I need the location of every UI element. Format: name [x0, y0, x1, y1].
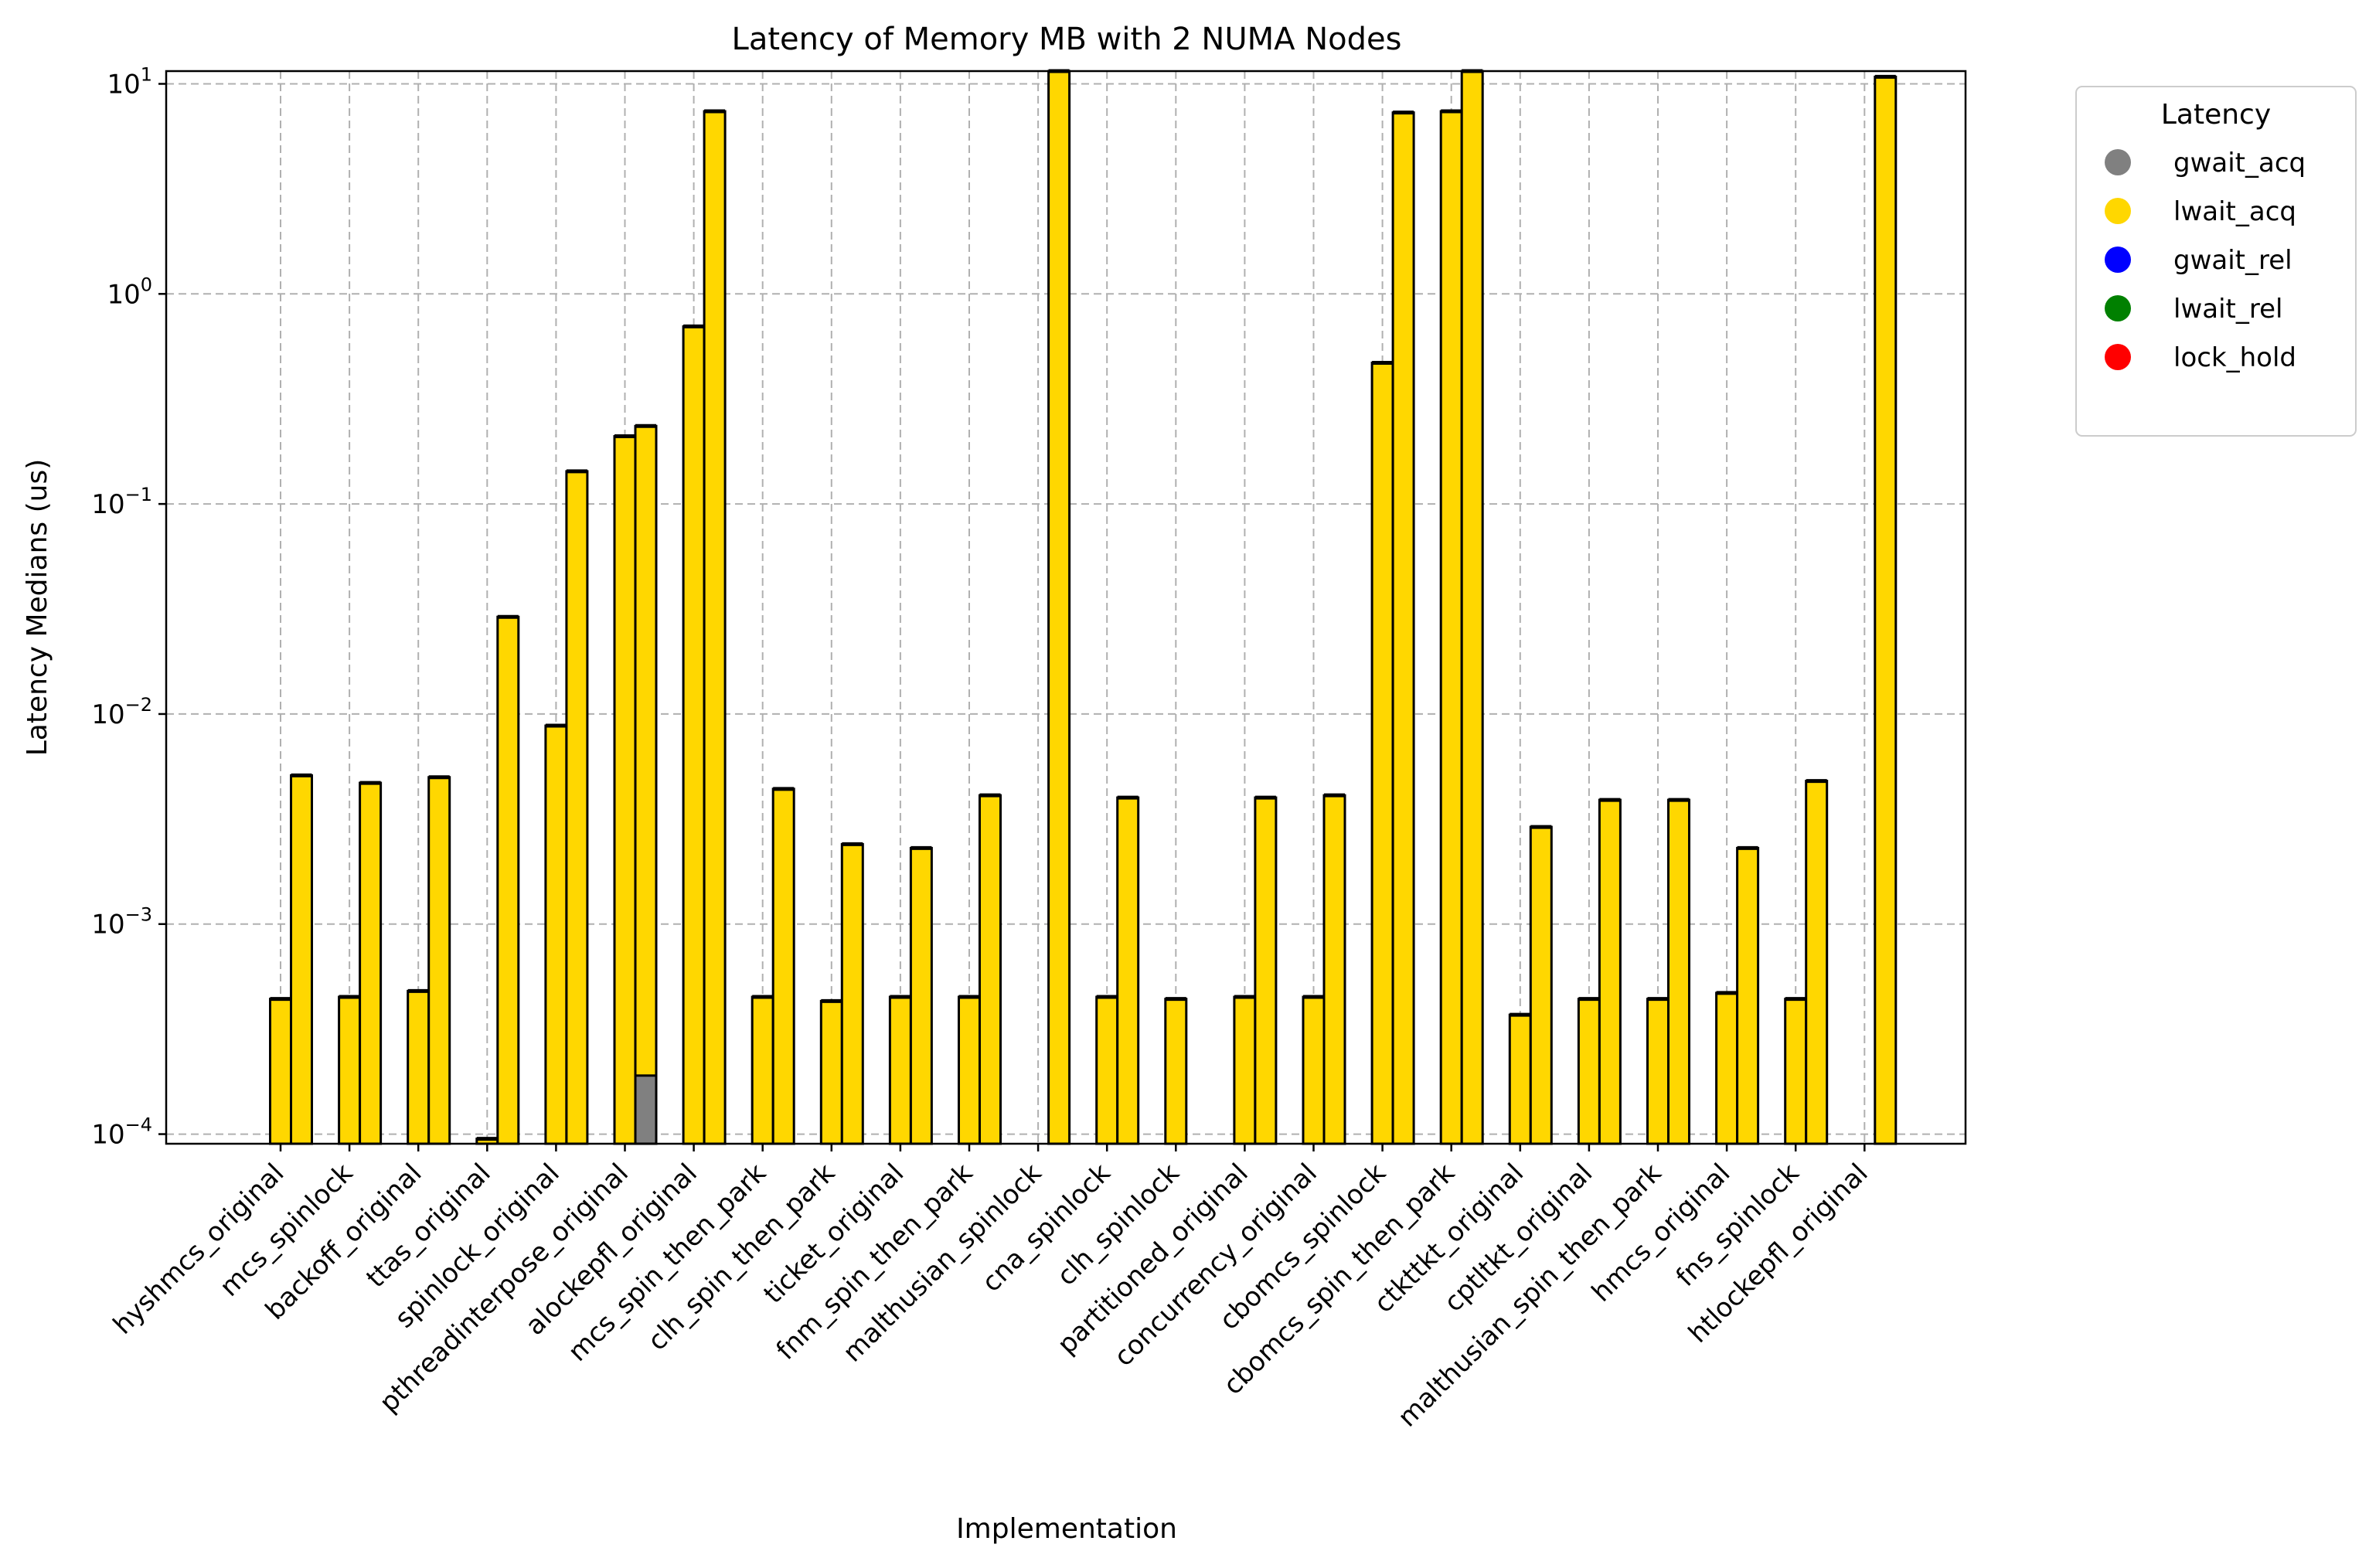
bar-lwait_acq	[840, 842, 864, 1145]
bar-lwait_acq	[1460, 70, 1484, 1145]
y-tick-label: 101	[107, 63, 152, 100]
bar-lwait_acq	[1370, 361, 1394, 1145]
bar-lwait_acq	[338, 995, 362, 1145]
plot-frame	[165, 70, 1967, 1145]
bar-lwait_acq	[1095, 995, 1119, 1145]
legend-label: lwait_rel	[2173, 294, 2282, 325]
bar-lwait_acq	[1736, 846, 1760, 1145]
legend-label: lwait_acq	[2173, 196, 2296, 227]
bar-lwait_acq	[751, 995, 774, 1145]
bar-lwait_acq	[703, 110, 727, 1145]
bar-lwait_acq	[1508, 1013, 1532, 1145]
legend: Latency gwait_acq lwait_acq gwait_rellwait…	[2075, 86, 2357, 437]
bar-lwait_acq	[958, 995, 981, 1145]
bar-lwait_acq	[909, 846, 933, 1145]
bar-lwait_acq	[269, 998, 292, 1145]
bar-lwait_acq	[1667, 798, 1690, 1145]
bar-lwait_acq	[1116, 796, 1140, 1145]
legend-marker	[2105, 198, 2131, 224]
legend-marker	[2105, 295, 2131, 321]
y-ticks: 10−4 10−3 10−2 10−1 100 101	[91, 63, 166, 1151]
bar-lwait_acq	[613, 435, 637, 1145]
legend-label: lock_hold	[2173, 342, 2296, 373]
bar-lwait_acq	[1805, 780, 1829, 1145]
y-tick-label: 10−1	[91, 484, 152, 520]
bar-lwait_acq	[359, 781, 383, 1145]
bar-gwait_acq	[634, 1074, 658, 1145]
legend-marker	[2105, 344, 2131, 370]
bar-lwait_acq	[634, 424, 658, 1145]
bar-lwait_acq	[771, 787, 795, 1145]
bar-lwait_acq	[1254, 796, 1278, 1145]
bar-lwait_acq	[407, 989, 431, 1145]
bar-lwait_acq	[1391, 111, 1415, 1145]
x-axis-label: Implementation	[956, 1513, 1177, 1545]
y-tick-label: 10−2	[91, 694, 152, 730]
legend-marker	[2105, 149, 2131, 175]
legend-label: gwait_acq	[2173, 148, 2306, 179]
legend-title: Latency	[2161, 99, 2271, 131]
bar-lwait_acq	[1529, 825, 1553, 1145]
bar-lwait_acq	[1577, 998, 1601, 1145]
y-axis-label: Latency Medians (us)	[22, 459, 53, 757]
legend-label: gwait_rel	[2173, 245, 2292, 276]
legend-entries: gwait_acq lwait_acq gwait_rel lwait_rellock…	[2105, 148, 2306, 373]
bar-lwait_acq	[888, 995, 912, 1145]
bar-lwait_acq	[1874, 75, 1898, 1145]
bar-lwait_acq	[544, 724, 568, 1145]
bar-lwait_acq	[1164, 998, 1188, 1145]
bar-lwait_acq	[1439, 110, 1463, 1145]
bar-lwait_acq	[565, 470, 589, 1145]
legend-box	[2075, 86, 2357, 437]
bars-layer	[269, 69, 1898, 1145]
bar-lwait_acq	[1784, 998, 1808, 1145]
bar-lwait_acq	[682, 325, 706, 1145]
x-ticks: hyshmcs_originalmcs_spinlockbackoff_orig…	[107, 1144, 1874, 1434]
y-tick-label: 100	[107, 274, 152, 310]
y-tick-label: 10−3	[91, 904, 152, 940]
bar-lwait_acq	[979, 794, 1002, 1145]
bar-lwait_acq	[1233, 995, 1257, 1145]
bar-lwait_acq	[1715, 991, 1739, 1145]
bar-lwait_acq	[290, 774, 313, 1145]
bar-lwait_acq	[1322, 794, 1346, 1145]
bar-lwait_acq	[496, 615, 520, 1145]
bar-lwait_acq	[819, 999, 843, 1145]
bar-lwait_acq	[427, 776, 451, 1145]
bar-lwait_acq	[1302, 995, 1326, 1145]
legend-marker	[2105, 247, 2131, 273]
bar-lwait_acq	[1646, 998, 1670, 1145]
y-tick-label: 10−4	[91, 1114, 152, 1151]
bar-lwait_acq	[1598, 798, 1622, 1145]
chart-title: Latency of Memory MB with 2 NUMA Nodes	[732, 22, 1402, 57]
bar-lwait_acq	[1047, 70, 1071, 1145]
